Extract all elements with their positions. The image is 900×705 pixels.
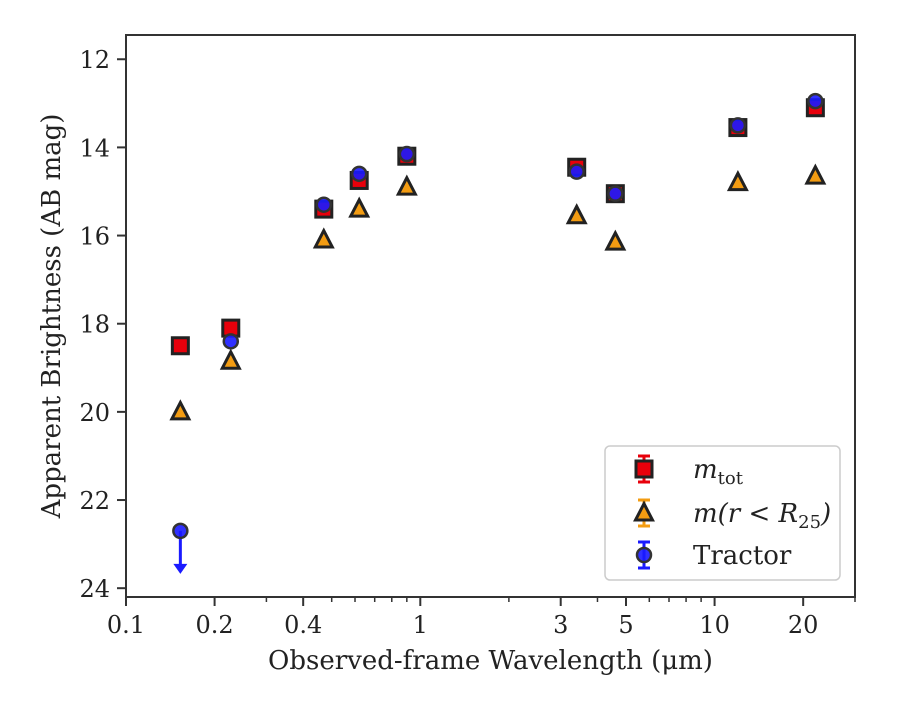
point-tractor-5 — [568, 163, 585, 180]
x-tick-label-4: 3 — [553, 611, 568, 639]
legend-frame — [604, 445, 841, 581]
x-tick-label-7: 20 — [788, 611, 819, 639]
x-tick-label-0: 0.1 — [107, 611, 145, 639]
point-tractor-3 — [350, 165, 368, 183]
point-m-r25-0 — [169, 399, 192, 421]
legend-label-main: m — [693, 455, 718, 485]
x-tick-label-1: 0.2 — [196, 611, 234, 639]
point-m-r25-3 — [348, 196, 371, 218]
y-axis-title: Apparent Brightness (AB mag) — [37, 114, 67, 520]
y-tick-label-2: 16 — [79, 223, 110, 251]
point-tractor-7 — [729, 117, 747, 134]
legend-label-mtot: mtot — [693, 455, 744, 489]
point-tractor-6 — [607, 185, 624, 202]
legend-label-subscript: 25 — [798, 512, 821, 533]
point-m-r25-1 — [219, 348, 242, 370]
y-tick-label-3: 18 — [79, 311, 110, 339]
legend-label-subscript: tot — [718, 468, 744, 489]
legend-label-tractor: Tractor — [693, 541, 792, 571]
point-m-r25-7 — [726, 170, 749, 192]
y-tick-label-5: 22 — [79, 487, 110, 515]
point-tractor-4 — [398, 145, 416, 163]
point-m-r25-8 — [804, 163, 827, 185]
point-m-r25-5 — [565, 203, 588, 225]
upper-limit-arrow-head — [173, 563, 188, 574]
point-mtot-0 — [170, 336, 190, 356]
y-tick-label-6: 24 — [79, 575, 110, 603]
y-tick-label-0: 12 — [79, 46, 110, 74]
point-tractor-1 — [222, 333, 240, 350]
x-axis-title: Observed-frame Wavelength (μm) — [268, 646, 713, 676]
legend: mtot m(r < R25) Tractor — [604, 445, 841, 581]
y-tick-label-1: 14 — [79, 134, 110, 162]
legend-label-tail: ) — [820, 499, 831, 529]
point-m-r25-6 — [604, 229, 627, 251]
data-marks — [169, 92, 827, 574]
axis-ticks: 0.1 0.2 0.4 1 3 5 10 20 12 14 16 18 20 22 24 — [79, 46, 856, 639]
x-tick-label-5: 5 — [618, 611, 633, 639]
point-tractor-2 — [315, 196, 333, 213]
point-m-r25-4 — [395, 174, 418, 196]
legend-marker-m-r25 — [633, 500, 655, 522]
legend-marker-tractor — [635, 546, 653, 564]
x-tick-label-3: 1 — [413, 611, 428, 639]
point-tractor-0 — [172, 522, 189, 540]
point-tractor-8 — [807, 92, 824, 110]
y-tick-label-4: 20 — [79, 399, 110, 427]
point-m-r25-2 — [312, 227, 335, 249]
x-tick-label-6: 10 — [699, 611, 730, 639]
plot-frame — [125, 34, 856, 598]
legend-label-main: Tractor — [693, 541, 792, 571]
legend-marker-mtot — [634, 459, 654, 479]
legend-label-m-r25: m(r < R25) — [693, 499, 831, 533]
legend-label-main: m(r < R — [693, 499, 798, 529]
x-tick-label-2: 0.4 — [284, 611, 322, 639]
